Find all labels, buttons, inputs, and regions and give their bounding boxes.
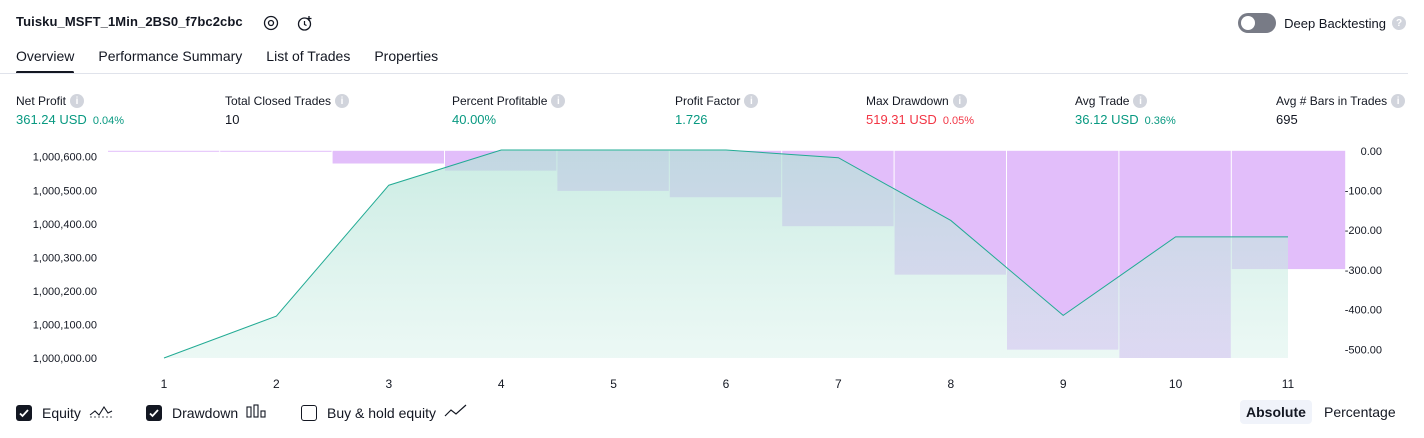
- metric-value: 40.00%: [452, 112, 497, 127]
- metric-label: Max Drawdown: [866, 94, 949, 108]
- legend-equity[interactable]: Equity: [16, 404, 113, 421]
- info-icon[interactable]: i: [1391, 94, 1406, 108]
- x-tick: 3: [385, 377, 392, 390]
- y-tick-left: 1,000,300.00: [33, 252, 97, 264]
- info-icon[interactable]: i: [1133, 94, 1148, 108]
- drawdown-bar: [220, 150, 332, 152]
- metric-label: Percent Profitable: [452, 94, 548, 108]
- tab-divider: [0, 73, 1408, 74]
- y-tick-right: 0.00: [1361, 146, 1382, 158]
- drawdown-bar: [332, 150, 444, 164]
- y-tick-left: 1,000,000.00: [33, 353, 97, 365]
- metric-percent: 0.36%: [1144, 115, 1176, 127]
- checkbox-buy-hold-equity[interactable]: [301, 404, 317, 421]
- x-tick: 11: [1282, 377, 1295, 390]
- info-icon[interactable]: i: [551, 94, 566, 108]
- y-tick-right: -500.00: [1345, 344, 1382, 356]
- absolute-button[interactable]: Absolute: [1240, 400, 1312, 424]
- metric-total-closed-trades: Total Closed Trades i 10: [225, 94, 350, 127]
- deep-backtesting-label: Deep Backtesting: [1284, 15, 1386, 31]
- x-tick: 5: [610, 377, 617, 390]
- y-tick-left: 1,000,400.00: [33, 219, 97, 231]
- info-icon[interactable]: i: [744, 94, 759, 108]
- metric-profit-factor: Profit Factor i 1.726: [675, 94, 759, 127]
- legend-equity-label: Equity: [42, 404, 81, 421]
- y-tick-right: -300.00: [1345, 265, 1382, 277]
- metric-label: Total Closed Trades: [225, 94, 332, 108]
- metric-label: Avg # Bars in Trades: [1276, 94, 1388, 108]
- tab-performance-summary[interactable]: Performance Summary: [98, 48, 243, 64]
- metric-percent-profitable: Percent Profitable i 40.00%: [452, 94, 566, 127]
- y-tick-right: -200.00: [1345, 225, 1382, 237]
- tab-list-of-trades[interactable]: List of Trades: [266, 48, 351, 64]
- metric-label: Avg Trade: [1075, 94, 1130, 108]
- toggle-switch[interactable]: [1238, 13, 1277, 33]
- metric-value: 361.24 USD: [16, 112, 87, 127]
- metric-label: Net Profit: [16, 94, 67, 108]
- metric-avg-bars-in-trades: Avg # Bars in Trades i 695: [1276, 94, 1406, 127]
- metric-value: 695: [1276, 112, 1298, 127]
- y-tick-left: 1,000,500.00: [33, 185, 97, 197]
- x-tick: 2: [273, 377, 280, 390]
- deep-backtesting-toggle[interactable]: Deep Backtesting ?: [1238, 13, 1406, 33]
- percentage-button[interactable]: Percentage: [1324, 404, 1396, 420]
- x-tick: 1: [161, 377, 168, 390]
- metric-value: 1.726: [675, 112, 708, 127]
- metric-value: 36.12 USD: [1075, 112, 1139, 127]
- add-alert-icon[interactable]: [296, 14, 314, 32]
- settings-icon[interactable]: [262, 14, 280, 32]
- drawdown-bars-icon: [246, 404, 268, 421]
- equity-line-icon: [89, 404, 113, 421]
- info-icon[interactable]: i: [335, 94, 350, 108]
- y-tick-left: 1,000,600.00: [33, 152, 97, 164]
- metric-value: 519.31 USD: [866, 112, 937, 127]
- info-icon[interactable]: i: [70, 94, 85, 108]
- tab-properties[interactable]: Properties: [374, 48, 439, 64]
- y-tick-left: 1,000,200.00: [33, 286, 97, 298]
- metric-net-profit: Net Profit i 361.24 USD 0.04%: [16, 94, 124, 127]
- equity-drawdown-chart: 1,000,600.00 1,000,500.00 1,000,400.00 1,00…: [33, 146, 1382, 390]
- metric-label: Profit Factor: [675, 94, 741, 108]
- strategy-title: Tuisku_MSFT_1Min_2BS0_f7bc2cbc: [16, 14, 243, 29]
- legend-buy-hold-equity[interactable]: Buy & hold equity: [301, 404, 468, 421]
- metric-value: 10: [225, 112, 240, 127]
- tab-bar: Overview Performance Summary List of Tra…: [16, 48, 462, 74]
- x-tick: 9: [1060, 377, 1067, 390]
- y-tick-right: -400.00: [1345, 305, 1382, 317]
- x-tick: 7: [835, 377, 842, 390]
- legend-drawdown-label: Drawdown: [172, 404, 239, 421]
- legend-drawdown[interactable]: Drawdown: [146, 404, 268, 421]
- buy-hold-line-icon: [444, 404, 468, 421]
- y-tick-left: 1,000,100.00: [33, 319, 97, 331]
- tab-overview[interactable]: Overview: [16, 48, 75, 74]
- metric-avg-trade: Avg Trade i 36.12 USD 0.36%: [1075, 94, 1176, 127]
- equity-area: [164, 150, 1288, 358]
- metric-percent: 0.04%: [92, 115, 125, 127]
- y-tick-right: -100.00: [1345, 185, 1382, 197]
- drawdown-bar: [108, 150, 220, 152]
- x-tick: 8: [947, 377, 954, 390]
- x-tick: 4: [498, 377, 505, 390]
- metric-max-drawdown: Max Drawdown i 519.31 USD 0.05%: [866, 94, 974, 127]
- info-icon[interactable]: ?: [1392, 16, 1406, 30]
- metric-percent: 0.05%: [942, 115, 975, 127]
- info-icon[interactable]: i: [952, 94, 967, 108]
- checkbox-drawdown[interactable]: [146, 404, 162, 421]
- x-tick: 10: [1169, 377, 1183, 390]
- equity-line: [163, 149, 1288, 359]
- x-tick: 6: [723, 377, 730, 390]
- legend-buyhold-label: Buy & hold equity: [327, 404, 436, 421]
- checkbox-equity[interactable]: [16, 404, 32, 421]
